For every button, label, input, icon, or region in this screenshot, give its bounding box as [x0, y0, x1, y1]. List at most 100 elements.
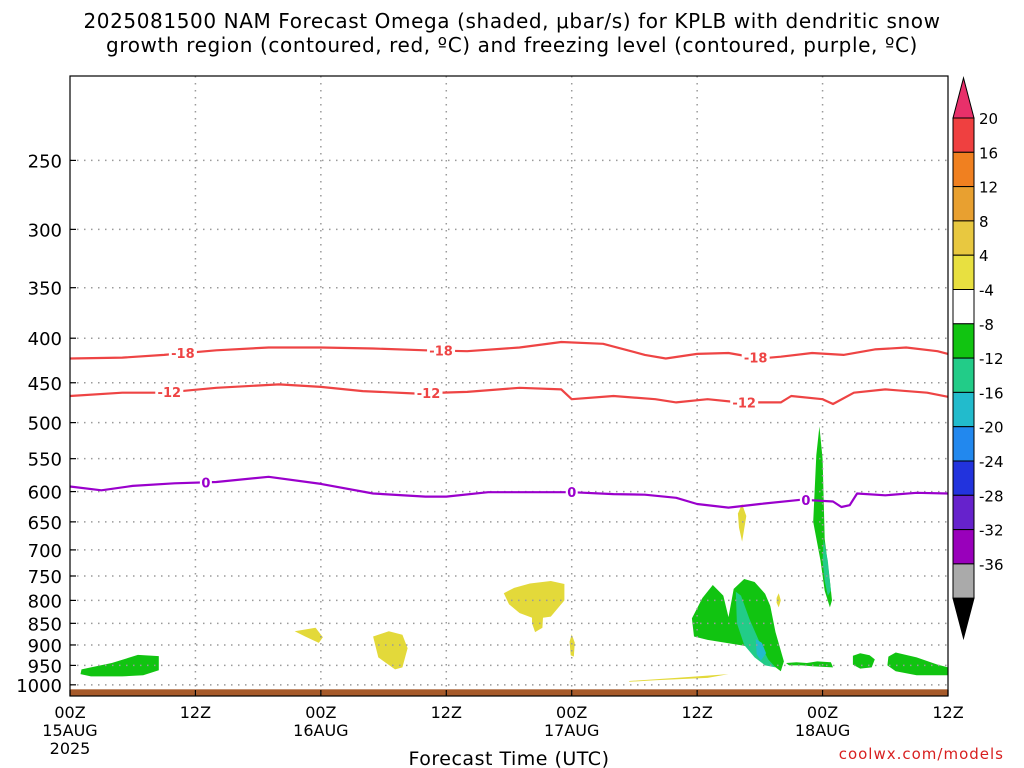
colorbar-label-8: -16 [979, 384, 1004, 402]
omega-region-9 [503, 581, 565, 619]
contour-label-bg-1-0 [155, 385, 184, 400]
colorbar-segment-10 [952, 460, 975, 496]
colorbar-label-2: 12 [979, 179, 998, 197]
omega-region-8 [755, 639, 767, 661]
colorbar-segment-6 [952, 323, 975, 359]
y-tick-label-12: 850 [28, 614, 62, 635]
omega-region-7 [822, 538, 831, 596]
y-tick-label-11: 800 [28, 591, 62, 612]
colorbar-label-0: 20 [979, 110, 998, 128]
y-tick-label-14: 950 [28, 656, 62, 677]
omega-region-11 [373, 631, 408, 670]
y-tick-label-10: 750 [28, 567, 62, 588]
colorbar-top-arrow [952, 76, 975, 119]
x-tick-label-7: 12Z [932, 703, 963, 722]
colorbar-label-1: 16 [979, 144, 998, 162]
contour-line-2 [69, 475, 949, 509]
y-tick-label-9: 700 [28, 541, 62, 562]
contour-label-0-0: -18 [171, 347, 195, 362]
contour-label-2-1: 0 [567, 486, 576, 501]
omega-region-13 [569, 634, 575, 657]
contour-label-1-1: -12 [417, 387, 441, 402]
colorbar-segment-4 [952, 254, 975, 290]
contour-label-bg-1-1 [414, 386, 443, 401]
x-tick-date-6: 18AUG [795, 721, 850, 740]
omega-region-12 [294, 627, 323, 643]
y-tick-label-2: 350 [28, 279, 62, 300]
contour-label-bg-2-0 [199, 475, 212, 490]
contour-label-1-0: -12 [158, 386, 182, 401]
plot-frame [69, 75, 949, 697]
y-tick-label-4: 450 [28, 374, 62, 395]
colorbar-label-3: 8 [979, 213, 989, 231]
contour-label-1-2: -12 [732, 396, 756, 411]
contour-label-2-2: 0 [801, 494, 810, 509]
x-tick-label-0: 00Z [54, 703, 85, 722]
contour-label-0-1: -18 [429, 345, 453, 360]
omega-region-10 [532, 608, 544, 633]
omega-shaded-regions [80, 426, 948, 682]
contour-lines: -18 -18 -18 -12 -12 -12 0 0 0 [69, 340, 949, 509]
x-tick-label-5: 12Z [681, 703, 712, 722]
colorbar-label-9: -20 [979, 419, 1004, 437]
omega-region-14 [629, 674, 729, 682]
x-tick-date-2: 16AUG [293, 721, 348, 740]
y-tick-label-1: 300 [28, 220, 62, 241]
colorbar-label-13: -36 [979, 556, 1004, 574]
x-tick-year-0: 2025 [50, 739, 91, 758]
x-tick-label-6: 00Z [807, 703, 838, 722]
omega-region-16 [776, 593, 781, 608]
x-tick-label-3: 12Z [431, 703, 462, 722]
colorbar-label-4: 4 [979, 247, 989, 265]
colorbar-segment-0 [952, 117, 975, 153]
colorbar-segment-9 [952, 426, 975, 462]
x-tick-label-1: 12Z [180, 703, 211, 722]
colorbar-segment-8 [952, 391, 975, 428]
colorbar-label-11: -28 [979, 487, 1004, 505]
contour-label-bg-2-2 [799, 492, 812, 507]
terrain-layer [70, 689, 948, 696]
x-axis-label: Forecast Time (UTC) [409, 748, 610, 768]
x-tick-label-2: 00Z [305, 703, 336, 722]
credit-text: coolwx.com/models [838, 745, 1004, 763]
colorbar-label-7: -12 [979, 350, 1004, 368]
contour-label-0-2: -18 [744, 352, 768, 367]
x-tick-label-4: 00Z [556, 703, 587, 722]
chart-title-line-2: growth region (contoured, red, ºC) and f… [106, 33, 918, 57]
colorbar-label-5: -4 [979, 282, 994, 300]
omega-region-5 [887, 652, 948, 676]
contour-label-bg-0-1 [427, 343, 456, 358]
y-tick-label-8: 650 [28, 513, 62, 534]
colorbar-bottom-arrow [952, 597, 975, 641]
omega-region-2 [786, 661, 833, 668]
x-tick-date-0: 15AUG [42, 721, 97, 740]
y-tick-label-13: 900 [28, 636, 62, 657]
colorbar-segment-5 [952, 289, 975, 325]
omega-region-15 [737, 504, 747, 542]
colorbar: 20 16 12 8 4 -4 -8 -12 -16 -20 -24 -28 -32 -36 [952, 76, 1004, 641]
chart-title-line-1: 2025081500 NAM Forecast Omega (shaded, μ… [83, 9, 941, 33]
omega-region-6 [735, 591, 776, 668]
contour-line-1 [69, 383, 949, 406]
contour-label-bg-0-0 [168, 346, 197, 361]
x-tick-date-4: 17AUG [544, 721, 599, 740]
omega-region-4 [852, 653, 875, 669]
colorbar-segment-13 [952, 563, 975, 599]
colorbar-segment-11 [952, 494, 975, 531]
contour-label-bg-2-1 [565, 485, 578, 500]
colorbar-segment-2 [952, 186, 975, 222]
contour-label-bg-1-2 [730, 395, 759, 410]
colorbar-segment-12 [952, 529, 975, 565]
y-tick-label-7: 600 [28, 483, 62, 504]
y-tick-label-15: 1000 [16, 676, 62, 697]
colorbar-segment-1 [952, 151, 975, 188]
terrain-block [70, 689, 948, 696]
colorbar-label-12: -32 [979, 522, 1004, 540]
y-tick-label-0: 250 [28, 151, 62, 172]
contour-line-0 [69, 340, 949, 360]
colorbar-segment-3 [952, 220, 975, 256]
contour-label-2-0: 0 [201, 476, 210, 491]
colorbar-label-6: -8 [979, 316, 994, 334]
